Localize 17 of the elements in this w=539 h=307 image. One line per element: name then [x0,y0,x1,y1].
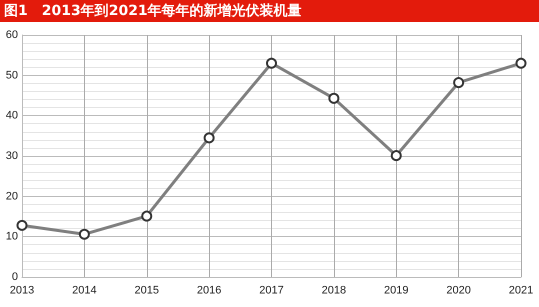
x-tick-label: 2015 [134,284,159,296]
y-tick-label: 30 [6,150,18,162]
x-tick-label: 2021 [508,284,534,296]
x-tick-label: 2014 [72,284,97,296]
x-tick-label: 2018 [322,284,346,296]
x-tick-label: 2017 [259,284,284,296]
y-tick-label: 10 [6,230,18,243]
y-tick-label: 20 [6,190,18,202]
x-tick-label: 2020 [446,284,471,296]
y-tick-label: 40 [6,110,18,122]
y-tick-label: 60 [6,29,18,41]
y-tick-label: 0 [12,271,18,283]
x-tick-label: 2013 [10,284,34,296]
x-tick-label: 2019 [384,284,408,296]
chart-title: 图1 2013年到2021年每年的新增光伏装机量 [0,0,539,22]
y-tick-label: 50 [6,69,18,82]
x-tick-label: 2016 [196,284,222,296]
